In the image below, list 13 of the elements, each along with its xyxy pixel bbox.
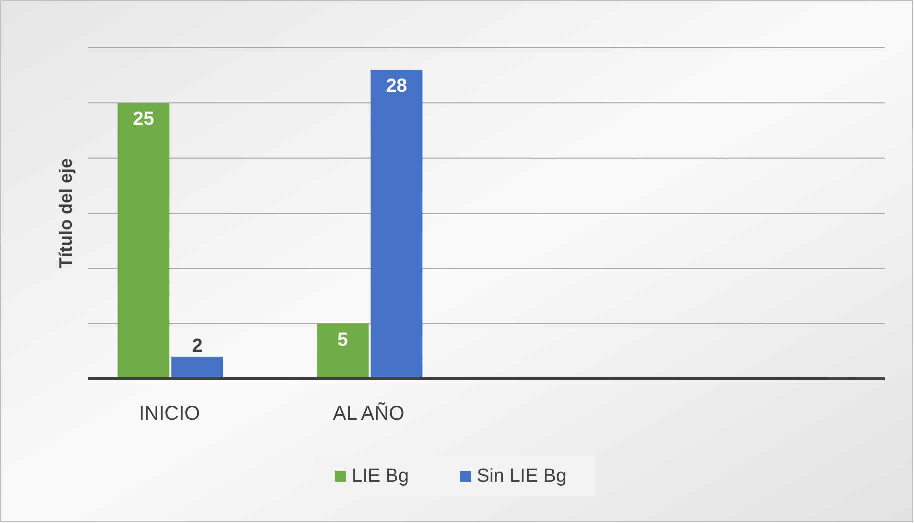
x-tick-label: AL AÑO: [333, 402, 405, 425]
y-axis-title: Título del eje: [56, 158, 76, 269]
bar: [317, 324, 369, 379]
x-tick-label: INICIO: [139, 403, 200, 425]
bar: [172, 356, 224, 379]
bar: [118, 103, 170, 379]
data-label: 5: [338, 330, 349, 351]
legend-label: Sin LIE Bg: [477, 466, 567, 487]
bar: [370, 70, 423, 379]
legend-label: LIE Bg: [352, 466, 410, 487]
data-label: 25: [133, 109, 155, 130]
data-label: 2: [192, 336, 203, 357]
data-label: 28: [386, 76, 408, 98]
